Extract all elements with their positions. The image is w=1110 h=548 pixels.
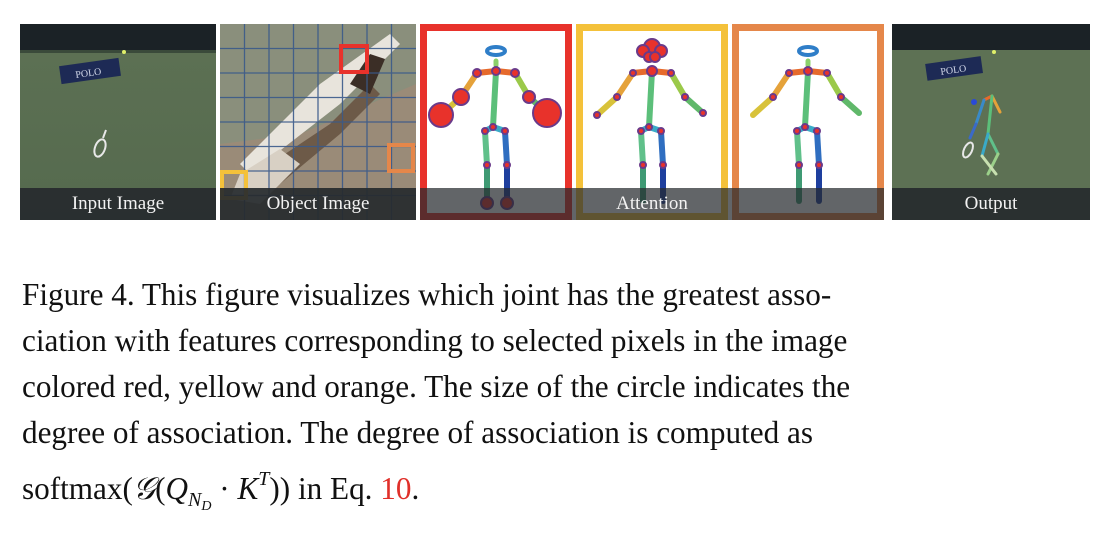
figure-strip: POLO Input Image Object Image xyxy=(20,24,1090,220)
math-open-paren: ( xyxy=(155,471,166,506)
attention-caption-bar: Attention xyxy=(420,188,884,220)
caption-period: . xyxy=(411,471,420,506)
output-panel: POLO Output xyxy=(892,24,1090,220)
equation-ref-link[interactable]: 10 xyxy=(380,471,412,506)
attention-panel-yellow: [0, 6] Attention xyxy=(576,24,728,220)
input-image-panel: POLO Input Image xyxy=(20,24,216,220)
coord-label-red: [5, 1] xyxy=(431,33,468,52)
math-subsubscript-d: D xyxy=(201,499,212,514)
attention-panel-orange: [7,5] xyxy=(732,24,884,220)
skeleton-attention-orange xyxy=(750,45,862,204)
input-image-label: Input Image xyxy=(20,188,216,220)
coord-label-yellow: [0, 6] xyxy=(587,33,624,52)
attention-caption-text: Attention xyxy=(616,193,688,214)
math-subscript-n: N xyxy=(188,489,202,511)
math-dot: · xyxy=(211,471,238,506)
banner-text: POLO xyxy=(75,66,102,81)
output-pose-image: POLO xyxy=(892,24,1090,220)
figure-caption: Figure 4. This figure visualizes which j… xyxy=(22,272,1088,530)
caption-line-2: ciation with features corresponding to s… xyxy=(22,323,848,358)
math-k: K xyxy=(237,471,259,506)
softmax-text: softmax( xyxy=(22,471,133,506)
caption-line-5: softmax(𝒢(QND · KT)) in Eq. 10. xyxy=(22,456,1088,530)
caption-line-1: Figure 4. This figure visualizes which j… xyxy=(22,277,832,312)
attention-panel-red: [5, 1] xyxy=(420,24,572,220)
skeleton-attention-yellow xyxy=(593,38,707,204)
object-image-label: Object Image xyxy=(220,188,416,220)
caption-line-3: colored red, yellow and orange. The size… xyxy=(22,369,851,404)
math-q: Q xyxy=(165,471,189,506)
output-label: Output xyxy=(892,188,1090,220)
math-close-paren: )) xyxy=(269,471,291,506)
object-crop-image xyxy=(220,24,416,220)
coord-label-orange: [7,5] xyxy=(743,33,776,52)
tennis-scene-image: POLO xyxy=(20,24,216,220)
output-banner-text: POLO xyxy=(940,63,967,78)
math-superscript-t: T xyxy=(258,468,270,490)
object-image-panel: Object Image xyxy=(220,24,416,220)
math-g: 𝒢 xyxy=(132,471,156,506)
in-eq-text: in Eq. xyxy=(290,471,381,506)
skeleton-attention-red xyxy=(428,45,562,210)
caption-line-4: degree of association. The degree of ass… xyxy=(22,415,813,450)
